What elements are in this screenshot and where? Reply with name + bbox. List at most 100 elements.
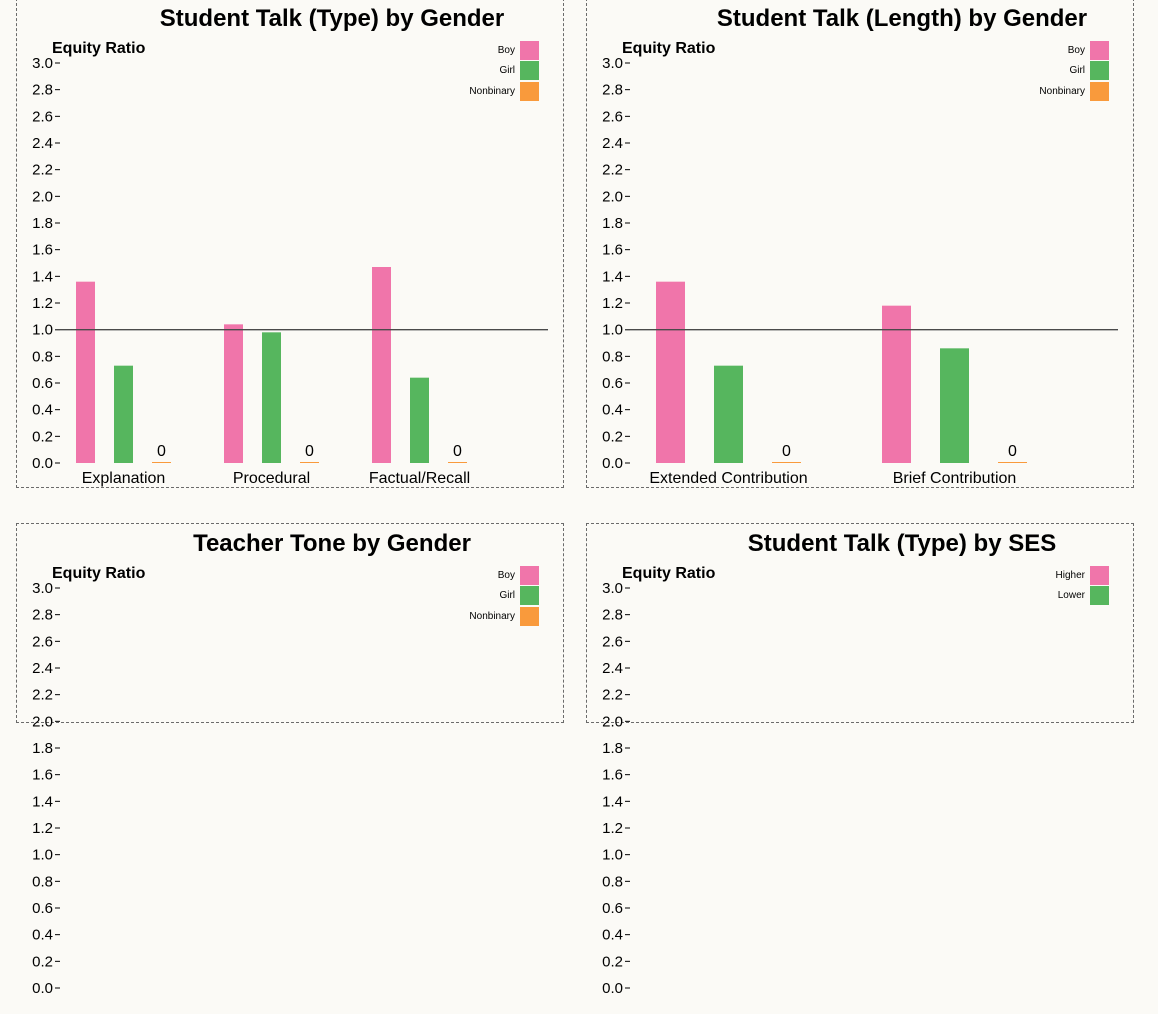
y-tick-label: 2.4 xyxy=(32,135,53,152)
y-tick-label: 2.0 xyxy=(602,188,623,205)
legend-label: Nonbinary xyxy=(469,85,515,97)
y-tick-label: 3.0 xyxy=(32,580,53,597)
legend-label: Boy xyxy=(497,569,515,581)
legend-swatch xyxy=(520,61,539,81)
y-tick-label: 0.8 xyxy=(32,873,53,890)
y-tick-label: 1.0 xyxy=(602,322,623,339)
legend-swatch xyxy=(520,565,539,585)
chart-svg: 0.0 0.2 0.4 0.6 0.8 1.0 1.2 1.4 1.6 1.8 2.0 2.2 2.4 2… xyxy=(602,580,630,997)
y-tick-label: 2.2 xyxy=(32,162,53,179)
y-tick-label: 0.8 xyxy=(32,348,53,365)
x-tick-label: Procedural xyxy=(233,470,310,487)
data-label: 0 xyxy=(782,443,791,460)
y-tick-label: 0.0 xyxy=(602,455,623,472)
y-tick-label: 1.2 xyxy=(602,295,623,312)
y-tick-label: 1.0 xyxy=(602,847,623,864)
y-tick-label: 2.6 xyxy=(602,108,623,125)
y-axis-label: Equity Ratio xyxy=(622,565,716,582)
y-tick-label: 0.8 xyxy=(602,348,623,365)
y-axis-label: Equity Ratio xyxy=(52,40,146,57)
y-tick-label: 1.0 xyxy=(32,847,53,864)
legend-swatch xyxy=(1090,61,1109,81)
legend-swatch xyxy=(1090,586,1109,606)
chart-panel-tone-gender: 0.0 0.2 0.4 0.6 0.8 1.0 1.2 1.4 1.6 1.8 2.0 2.2 2.4 2… xyxy=(16,523,564,997)
bar-girl xyxy=(940,348,969,463)
chart-title: Student Talk (Type) by Gender xyxy=(159,5,505,32)
y-tick-label: 1.4 xyxy=(602,268,623,285)
y-tick-label: 0.4 xyxy=(602,927,623,944)
legend-label: Girl xyxy=(499,65,515,77)
legend-label: Boy xyxy=(1067,44,1085,56)
bar-girl xyxy=(410,377,429,463)
data-label: 0 xyxy=(157,443,166,460)
chart-svg: 0.0 0.2 0.4 0.6 0.8 1.0 1.2 1.4 1.6 1.8 2.0 2.2 2.4 2… xyxy=(32,55,548,487)
y-tick-label: 0.2 xyxy=(32,953,53,970)
chart-title: Teacher Tone by Gender xyxy=(193,530,471,557)
legend-swatch xyxy=(1090,565,1109,585)
legend-item-nonbinary[interactable]: Nonbinary xyxy=(469,81,539,102)
y-tick-label: 0.8 xyxy=(602,873,623,890)
y-tick-label: 2.8 xyxy=(32,82,53,99)
data-label: 0 xyxy=(1008,443,1017,460)
y-tick-label: 2.2 xyxy=(32,687,53,704)
legend-item-girl[interactable]: Girl xyxy=(1039,61,1109,82)
legend-item-boy[interactable]: Boy xyxy=(1039,40,1109,61)
y-tick-label: 1.4 xyxy=(32,793,53,810)
y-tick-label: 3.0 xyxy=(602,580,623,597)
legend: Boy Girl Nonbinary xyxy=(469,40,539,102)
y-tick-label: 3.0 xyxy=(32,55,53,72)
bar-nonbinary xyxy=(998,462,1027,463)
y-tick-label: 2.8 xyxy=(602,82,623,99)
chart-panel-type-gender: 0.0 0.2 0.4 0.6 0.8 1.0 1.2 1.4 1.6 1.8 2.0 2.2 2.4 2… xyxy=(16,0,564,488)
y-tick-label: 0.0 xyxy=(602,980,623,997)
legend-item-girl[interactable]: Girl xyxy=(469,586,539,607)
y-tick-label: 0.4 xyxy=(602,402,623,419)
legend-label: Nonbinary xyxy=(1039,85,1085,97)
legend-item-lower[interactable]: Lower xyxy=(1056,586,1109,607)
y-tick-label: 1.2 xyxy=(32,820,53,837)
y-tick-label: 0.2 xyxy=(602,428,623,445)
legend-swatch xyxy=(520,606,539,626)
legend-item-nonbinary[interactable]: Nonbinary xyxy=(1039,81,1109,102)
bar-nonbinary xyxy=(300,462,319,463)
y-tick-label: 1.6 xyxy=(602,242,623,259)
bar-boy xyxy=(372,267,391,463)
x-tick-label: Extended Contribution xyxy=(649,470,807,487)
legend-item-nonbinary[interactable]: Nonbinary xyxy=(469,606,539,627)
legend: Boy Girl Nonbinary xyxy=(1039,40,1109,102)
y-tick-label: 2.8 xyxy=(602,607,623,624)
y-tick-label: 2.2 xyxy=(602,162,623,179)
legend-label: Girl xyxy=(1069,65,1085,77)
legend-label: Boy xyxy=(497,44,515,56)
legend-item-higher[interactable]: Higher xyxy=(1056,565,1109,586)
legend-swatch xyxy=(520,586,539,606)
legend-label: Higher xyxy=(1055,569,1085,581)
x-tick-label: Brief Contribution xyxy=(893,470,1017,487)
y-tick-label: 2.4 xyxy=(32,660,53,677)
y-tick-label: 2.0 xyxy=(602,713,623,730)
legend-item-boy[interactable]: Boy xyxy=(469,565,539,586)
y-tick-label: 1.8 xyxy=(602,740,623,757)
chart-svg: 0.0 0.2 0.4 0.6 0.8 1.0 1.2 1.4 1.6 1.8 2.0 2.2 2.4 2… xyxy=(602,55,1118,487)
chart-panel-length-gender: 0.0 0.2 0.4 0.6 0.8 1.0 1.2 1.4 1.6 1.8 2.0 2.2 2.4 2… xyxy=(586,0,1134,488)
y-tick-label: 1.2 xyxy=(602,820,623,837)
data-label: 0 xyxy=(305,443,314,460)
bar-boy xyxy=(224,324,243,463)
legend-item-girl[interactable]: Girl xyxy=(469,61,539,82)
y-tick-label: 2.0 xyxy=(32,713,53,730)
data-label: 0 xyxy=(453,443,462,460)
legend-swatch xyxy=(520,40,539,60)
y-tick-label: 1.8 xyxy=(602,215,623,232)
bar-girl xyxy=(114,365,133,463)
y-tick-label: 1.6 xyxy=(602,767,623,784)
y-axis-label: Equity Ratio xyxy=(52,565,146,582)
y-tick-label: 1.2 xyxy=(32,295,53,312)
y-tick-label: 1.0 xyxy=(32,322,53,339)
y-tick-label: 2.0 xyxy=(32,188,53,205)
y-tick-label: 2.4 xyxy=(602,660,623,677)
y-tick-label: 1.6 xyxy=(32,242,53,259)
y-tick-label: 1.8 xyxy=(32,215,53,232)
legend-item-boy[interactable]: Boy xyxy=(469,40,539,61)
bar-nonbinary xyxy=(448,462,467,463)
y-tick-label: 0.6 xyxy=(32,375,53,392)
